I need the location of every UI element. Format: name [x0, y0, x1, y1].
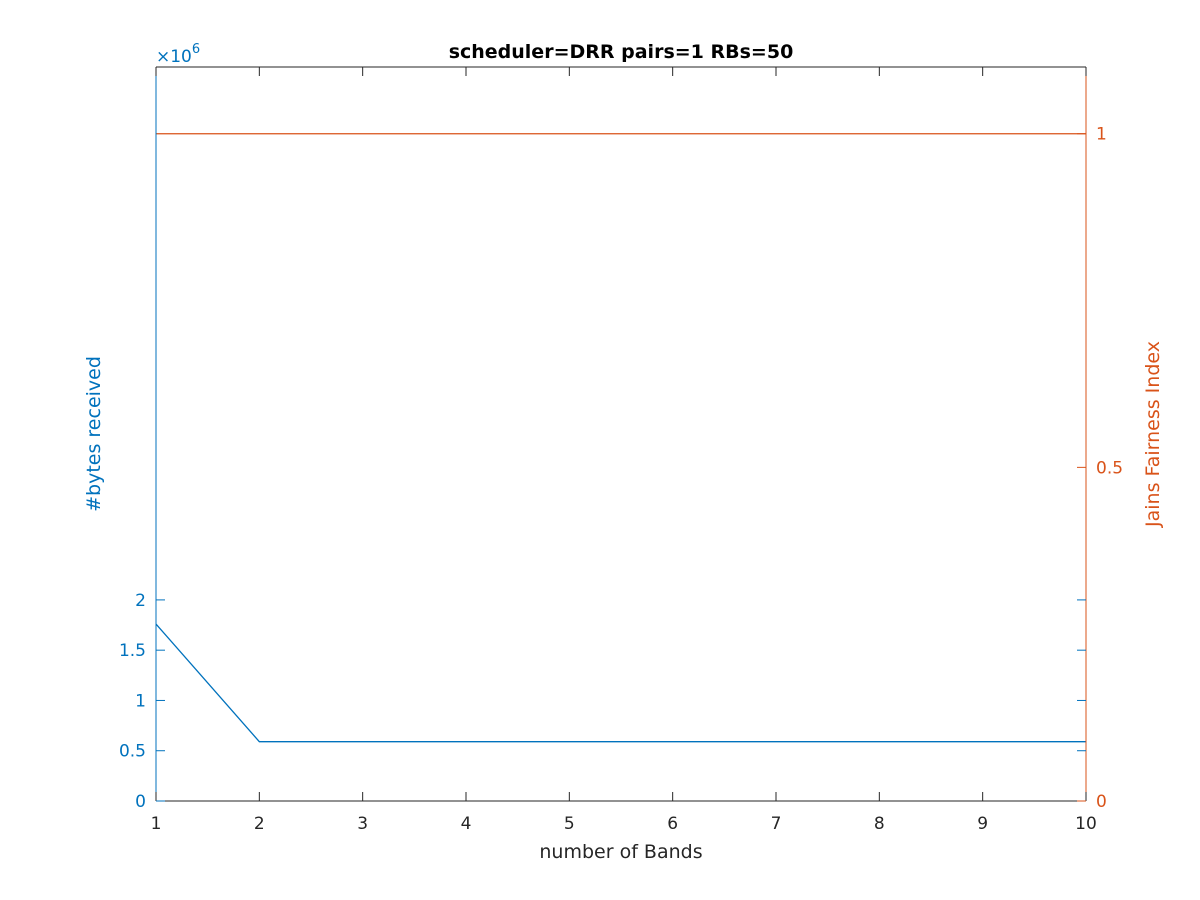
chart-title: scheduler=DRR pairs=1 RBs=50	[449, 41, 794, 63]
x-tick-label: 10	[1075, 814, 1097, 834]
x-tick-label: 1	[151, 814, 162, 834]
y-exponent-label: ×106	[156, 42, 200, 67]
right-y-tick-label: 0	[1096, 792, 1107, 812]
x-tick-label: 7	[771, 814, 782, 834]
right-y-tick-label: 1	[1096, 125, 1107, 145]
x-tick-label: 3	[357, 814, 368, 834]
x-tick-label: 2	[254, 814, 265, 834]
x-tick-label: 8	[874, 814, 885, 834]
y-exponent-base: ×10	[156, 47, 192, 67]
x-axis-label: number of Bands	[539, 841, 702, 863]
axes-layer	[155, 66, 1087, 802]
right-y-axis-label: Jains Fairness Index	[1142, 341, 1164, 528]
x-tick-label: 5	[564, 814, 575, 834]
left-y-tick-label: 1	[135, 691, 146, 711]
x-tick-label: 6	[667, 814, 678, 834]
left-y-tick-label: 0.5	[119, 742, 146, 762]
plot-area	[156, 67, 1086, 801]
x-tick-label: 9	[977, 814, 988, 834]
left-y-axis-label: #bytes received	[83, 356, 105, 512]
left-y-tick-label: 0	[135, 792, 146, 812]
left-y-tick-label: 2	[135, 591, 146, 611]
left-y-tick-label: 1.5	[119, 641, 146, 661]
right-y-tick-label: 0.5	[1096, 458, 1123, 478]
x-tick-label: 4	[461, 814, 472, 834]
series-line-left	[155, 623, 1086, 743]
series-layer	[155, 133, 1086, 743]
y-exponent-power: 6	[192, 42, 200, 57]
